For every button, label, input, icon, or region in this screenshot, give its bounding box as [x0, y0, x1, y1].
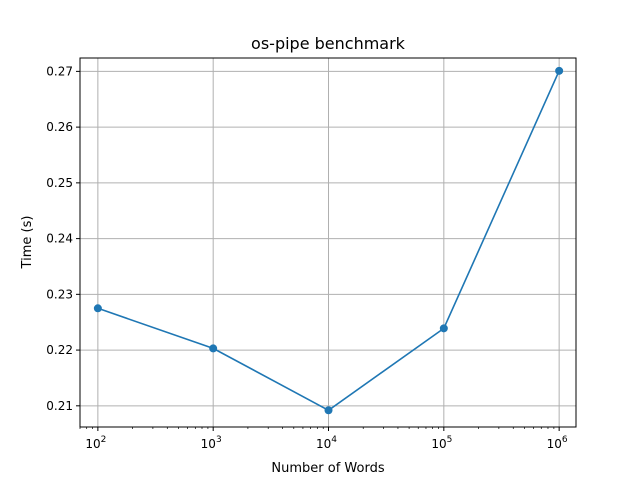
- plot-frame: [79, 57, 577, 428]
- x-axis-label: Number of Words: [271, 461, 384, 476]
- x-tick-label: 104: [316, 435, 337, 451]
- data-point: [555, 66, 564, 75]
- y-axis-label: Time (s): [20, 216, 35, 270]
- data-point: [324, 406, 333, 415]
- axis-ticks: 102 103 104 105 106 0.21 0.22 0.23 0.24 0.25 0.26 0…: [46, 64, 568, 451]
- x-tick-label: 102: [85, 435, 106, 451]
- data-point: [439, 324, 448, 333]
- series-layer: [93, 66, 564, 415]
- x-tick-label: 105: [431, 435, 452, 451]
- chart-title: os-pipe benchmark: [251, 34, 406, 53]
- x-tick-label: 106: [547, 435, 568, 451]
- data-point: [209, 344, 218, 353]
- y-tick-label: 0.27: [46, 64, 73, 78]
- y-tick-label: 0.25: [46, 176, 73, 190]
- y-tick-label: 0.21: [46, 399, 73, 413]
- y-tick-label: 0.26: [46, 120, 73, 134]
- x-tick-label: 103: [201, 435, 222, 451]
- y-tick-label: 0.23: [46, 287, 73, 301]
- data-point: [93, 304, 102, 313]
- y-tick-label: 0.22: [46, 343, 73, 357]
- y-tick-label: 0.24: [46, 232, 73, 246]
- grid: [80, 58, 576, 427]
